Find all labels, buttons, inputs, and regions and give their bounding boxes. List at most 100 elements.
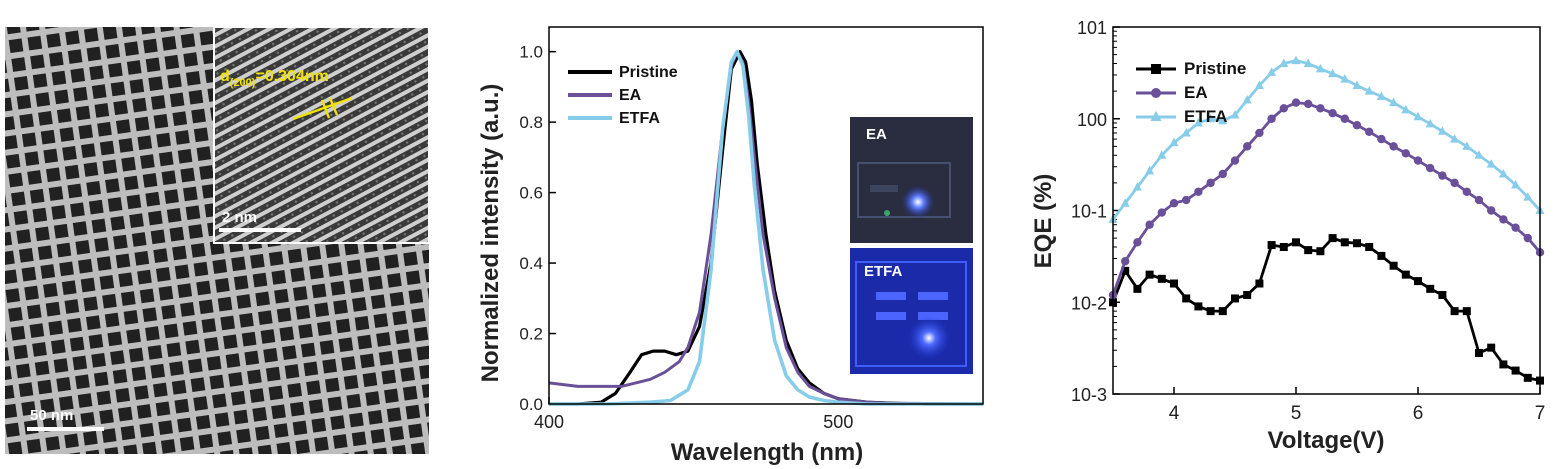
inset-scale-bar [219,228,301,232]
eqe-point-pristine [1304,246,1313,255]
eqe-point-etfa [1120,198,1130,207]
eqe-x-axis-title: Voltage(V) [1268,427,1385,454]
pl-legend-label: EA [619,87,642,104]
eqe-legend: Pristine EA ETFA [1136,59,1246,126]
eqe-point-ea [1462,187,1472,196]
eqe-point-ea [1133,238,1142,247]
eqe-point-etfa [1425,118,1435,128]
eqe-point-etfa [1511,179,1521,189]
eqe-y-tick-label: 10-2 [1071,293,1107,313]
eqe-point-etfa [1352,80,1362,90]
eqe-plot-frame [1112,26,1541,395]
eqe-ticks: 4 5 6 7 10-3 10-2 10-1 100 101 [1071,18,1545,424]
eqe-point-etfa [1450,134,1460,143]
eqe-point-etfa [1389,97,1399,107]
eqe-point-ea [1121,257,1130,266]
eqe-point-ea [1194,187,1203,196]
eqe-point-etfa [1230,109,1240,119]
eqe-point-pristine [1487,343,1496,352]
eqe-y-tick-label: 10-3 [1071,385,1107,405]
eqe-point-pristine [1475,348,1483,357]
eqe-point-etfa [1206,113,1216,123]
eqe-legend-marker [1151,64,1161,74]
eqe-y-tick-label: 10-1 [1071,202,1107,222]
main-scale-label: 50 nm [30,407,73,424]
eqe-point-etfa [1340,74,1350,83]
eqe-point-etfa [1242,95,1252,104]
pl-legend-label: ETFA [619,110,660,127]
eqe-point-pristine [1182,294,1191,303]
eqe-legend-label: ETFA [1184,107,1227,126]
eqe-point-pristine [1243,290,1252,299]
eqe-point-pristine [1450,307,1459,316]
eqe-point-ea [1267,114,1276,123]
eqe-point-ea [1450,178,1459,188]
pl-x-tick-label: 500 [823,412,853,432]
pl-y-tick-label: 0.8 [519,113,543,132]
eqe-point-ea [1279,104,1289,113]
eqe-point-etfa [1218,115,1228,125]
eqe-point-pristine [1145,270,1154,279]
pl-series-lines [548,49,984,406]
eqe-point-pristine [1377,251,1386,260]
pl-x-axis-title: Wavelength (nm) [671,439,863,466]
eqe-point-etfa [1498,168,1508,178]
eqe-point-ea [1157,208,1167,217]
pl-y-tick-label: 0.0 [519,395,543,414]
eqe-point-etfa [1181,127,1191,137]
eqe-y-axis-title: EQE (%) [1030,174,1057,269]
photo-ea-label: EA [866,126,887,143]
eqe-point-pristine [1121,266,1130,275]
eqe-legend-label: EA [1184,83,1208,102]
eqe-series-line-etfa [1111,59,1542,221]
eqe-point-pristine [1157,274,1166,283]
eqe-y-tick-label: 101 [1077,18,1107,38]
eqe-point-etfa [1437,126,1447,135]
eqe-point-etfa [1303,58,1313,68]
eqe-point-pristine [1426,284,1435,293]
d-spacing-label: d(200)=0.304nm [220,68,329,89]
eqe-point-etfa [1413,111,1423,121]
eqe-point-ea [1304,99,1313,109]
pl-series-line-etfa [549,49,983,406]
eqe-point-etfa [1291,55,1301,65]
lattice-marker [292,96,353,121]
eqe-x-tick-label: 6 [1413,403,1424,424]
eqe-point-ea [1182,195,1191,205]
eqe-point-etfa [1169,137,1179,147]
eqe-legend-marker [1150,111,1162,121]
eqe-point-ea [1243,142,1252,151]
eqe-chart: EQE (%) Voltage(V) 4 5 6 7 10-3 10-2 10-1 100 10… [1030,18,1545,454]
eqe-point-pristine [1389,261,1398,270]
pl-y-tick-label: 0.6 [519,184,543,203]
eqe-point-etfa [1279,58,1289,68]
eqe-point-pristine [1279,243,1288,252]
eqe-point-etfa [1315,63,1325,73]
eqe-point-ea [1352,121,1362,130]
eqe-point-pristine [1414,277,1422,286]
eqe-point-pristine [1365,243,1374,252]
pl-x-tick-label: 400 [534,412,564,432]
photo-ea [850,117,973,243]
eqe-point-etfa [1132,182,1142,191]
eqe-point-ea [1145,220,1154,229]
eqe-point-ea [1474,195,1484,205]
eqe-point-pristine [1170,279,1178,288]
eqe-x-tick-label: 7 [1535,403,1546,424]
eqe-point-pristine [1353,239,1361,248]
eqe-point-etfa [1193,117,1203,127]
eqe-point-etfa [1462,141,1472,150]
eqe-point-ea [1206,178,1215,188]
eqe-point-etfa [1267,67,1277,76]
eqe-point-etfa [1376,91,1386,100]
eqe-point-etfa [1523,192,1533,201]
device-photo-inset: EA ETFA [850,117,973,374]
eqe-point-pristine [1218,307,1227,316]
pl-legend: Pristine EA ETFA [568,64,678,127]
eqe-series-lines [1108,55,1545,385]
pl-y-axis-title: Normalized intensity (a.u.) [477,84,504,383]
eqe-point-pristine [1255,279,1264,288]
eqe-point-pristine [1316,247,1325,256]
eqe-y-tick-label: 100 [1077,110,1107,130]
